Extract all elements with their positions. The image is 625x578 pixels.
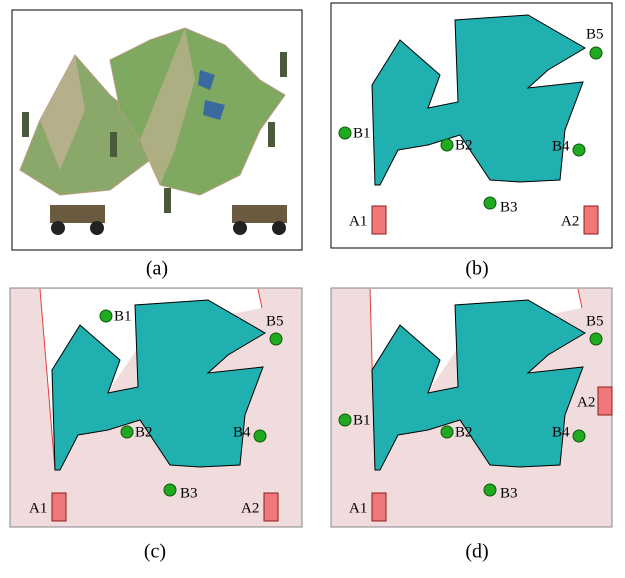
caption: (d) bbox=[465, 541, 488, 563]
lake bbox=[203, 100, 225, 120]
label: A1 bbox=[349, 500, 367, 516]
label: B4 bbox=[552, 424, 570, 440]
agent bbox=[583, 205, 599, 235]
label: B5 bbox=[586, 26, 604, 42]
agent bbox=[51, 492, 67, 522]
target bbox=[338, 126, 352, 140]
label: B1 bbox=[353, 412, 371, 428]
label: B4 bbox=[233, 424, 251, 440]
label: B1 bbox=[353, 125, 371, 141]
label: A1 bbox=[349, 213, 367, 229]
panel-a: (a) bbox=[11, 9, 303, 280]
label: A2 bbox=[561, 213, 579, 229]
terrain bbox=[40, 55, 85, 170]
label: B2 bbox=[135, 424, 153, 440]
label: A2 bbox=[577, 394, 595, 410]
vehicles bbox=[50, 205, 287, 235]
target bbox=[99, 309, 113, 323]
free-region bbox=[370, 289, 582, 470]
caption: (a) bbox=[146, 258, 168, 280]
boundary bbox=[257, 288, 263, 309]
caption: (c) bbox=[144, 541, 166, 563]
label: B5 bbox=[266, 313, 284, 329]
agent bbox=[371, 492, 387, 522]
boundary bbox=[39, 288, 56, 471]
target bbox=[338, 413, 352, 427]
frame bbox=[330, 2, 613, 249]
target bbox=[483, 483, 497, 497]
panel-b: B1 B2 B3 B4 B5 A1 A2 (b) bbox=[330, 2, 613, 280]
label: B3 bbox=[500, 485, 518, 501]
agent bbox=[263, 492, 279, 522]
label: B5 bbox=[586, 313, 604, 329]
target bbox=[572, 429, 586, 443]
free-region bbox=[40, 289, 262, 470]
target bbox=[163, 483, 177, 497]
target bbox=[589, 46, 603, 60]
label: A2 bbox=[241, 500, 259, 516]
agent bbox=[597, 386, 613, 416]
label: B2 bbox=[455, 137, 473, 153]
label: A1 bbox=[29, 500, 47, 516]
target bbox=[440, 138, 454, 152]
target bbox=[589, 332, 603, 346]
target bbox=[572, 143, 586, 157]
target bbox=[120, 425, 134, 439]
boundary bbox=[577, 288, 583, 309]
label: B2 bbox=[455, 424, 473, 440]
label: B3 bbox=[500, 199, 518, 215]
caption: (b) bbox=[465, 258, 488, 280]
target bbox=[440, 425, 454, 439]
obstacle bbox=[371, 14, 586, 186]
target bbox=[269, 332, 283, 346]
panel-c: B1 B2 B3 B4 B5 A1 A2 (c) bbox=[9, 287, 303, 563]
target bbox=[483, 196, 497, 210]
agent bbox=[371, 205, 387, 235]
target bbox=[253, 429, 267, 443]
panel-d: B1 B2 B3 B4 B5 A1 A2 (d) bbox=[330, 287, 613, 563]
lake bbox=[198, 70, 215, 90]
label: B4 bbox=[552, 138, 570, 154]
label: B1 bbox=[114, 308, 132, 324]
soldiers bbox=[22, 52, 287, 213]
terrain bbox=[140, 28, 195, 185]
label: B3 bbox=[180, 485, 198, 501]
